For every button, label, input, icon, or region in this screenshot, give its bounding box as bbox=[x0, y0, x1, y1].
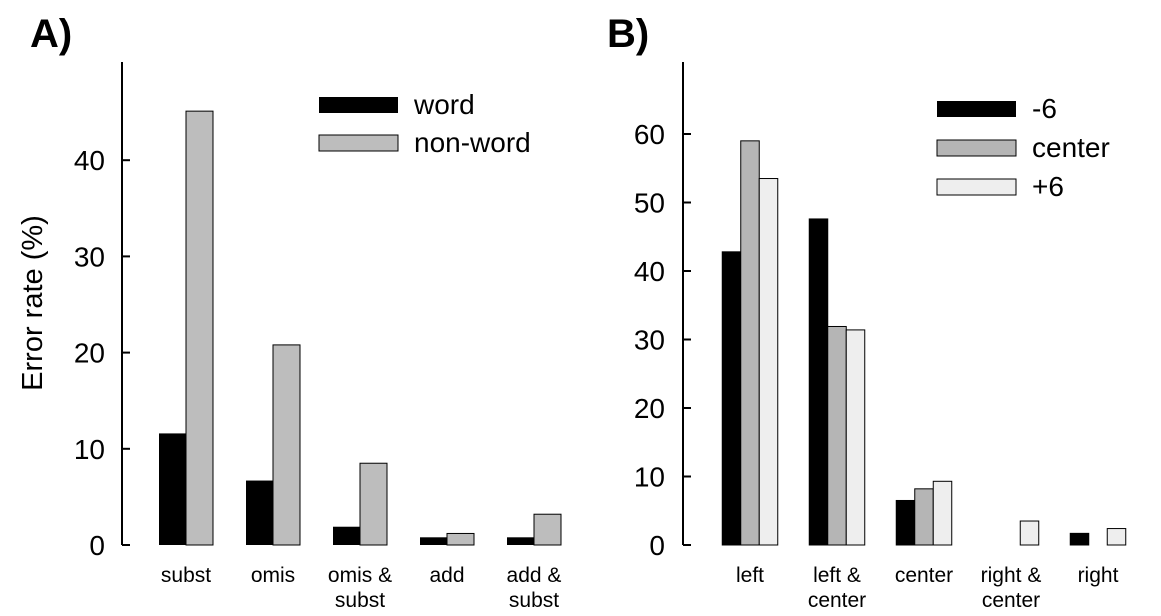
category-label: left bbox=[736, 564, 764, 587]
y-tick-label: 20 bbox=[74, 338, 105, 369]
legend-label: -6 bbox=[1032, 93, 1057, 124]
bar-word-1 bbox=[246, 480, 273, 545]
bar-center-0 bbox=[740, 140, 760, 546]
bar-6-1 bbox=[808, 218, 829, 546]
legend-swatch bbox=[936, 139, 1017, 157]
y-tick-label: 0 bbox=[649, 530, 665, 561]
y-tick-label: 60 bbox=[634, 119, 665, 150]
category-label: add bbox=[429, 564, 464, 587]
y-tick-label: 10 bbox=[74, 434, 105, 465]
bar-6-2 bbox=[895, 499, 916, 546]
bar-center-2 bbox=[914, 488, 934, 546]
legend-label: center bbox=[1032, 132, 1110, 163]
y-tick-label: 30 bbox=[634, 325, 665, 356]
bar-nonword-4 bbox=[533, 513, 562, 546]
panel-label: B) bbox=[607, 12, 649, 56]
legend-label: +6 bbox=[1032, 171, 1064, 202]
bar-6-0 bbox=[721, 251, 742, 546]
category-label: center bbox=[808, 589, 866, 612]
bar-nonword-2 bbox=[359, 462, 388, 546]
legend-swatch bbox=[318, 134, 399, 152]
panel-label: A) bbox=[30, 12, 72, 56]
legend-label: non-word bbox=[414, 127, 531, 158]
category-label: center bbox=[982, 589, 1040, 612]
legend: -6 center +6 bbox=[936, 93, 1110, 202]
y-axis-title: Error rate (%) bbox=[17, 215, 49, 391]
bar-center-1 bbox=[827, 325, 847, 546]
category-label: omis & bbox=[328, 564, 392, 587]
category-label: right & bbox=[981, 564, 1042, 587]
legend: word non-word bbox=[318, 89, 531, 158]
legend-swatch bbox=[319, 97, 398, 113]
bar-nonword-3 bbox=[446, 532, 475, 546]
bar-word-3 bbox=[420, 537, 447, 545]
category-label: center bbox=[895, 564, 953, 587]
y-tick-label: 40 bbox=[634, 256, 665, 287]
legend-label: word bbox=[413, 89, 475, 120]
category-label: add & bbox=[507, 564, 562, 587]
category-label: omis bbox=[251, 564, 295, 587]
bar-6-1 bbox=[845, 329, 866, 546]
legend-swatch bbox=[937, 101, 1016, 117]
bar-6-4 bbox=[1069, 532, 1090, 546]
y-tick-label: 0 bbox=[89, 530, 105, 561]
bar-nonword-0 bbox=[185, 110, 214, 546]
bar-word-4 bbox=[507, 537, 534, 545]
y-tick-label: 40 bbox=[74, 145, 105, 176]
y-tick-label: 50 bbox=[634, 188, 665, 219]
bar-6-2 bbox=[932, 480, 953, 546]
bar-nonword-1 bbox=[272, 344, 301, 546]
bar-6-3 bbox=[1019, 520, 1040, 546]
bar-word-2 bbox=[333, 526, 360, 545]
category-label: subst bbox=[509, 589, 559, 612]
y-tick-label: 20 bbox=[634, 393, 665, 424]
bar-6-4 bbox=[1106, 528, 1127, 546]
category-label: subst bbox=[161, 564, 211, 587]
category-label: subst bbox=[335, 589, 385, 612]
y-tick-label: 30 bbox=[74, 241, 105, 272]
bar-word-0 bbox=[159, 433, 186, 545]
bar-6-0 bbox=[758, 178, 779, 546]
legend-swatch bbox=[936, 178, 1017, 196]
chart-panel-a: A) 0 10 20 30 40 Error rate (%) subst omis omis &… bbox=[17, 12, 562, 612]
category-label: left & bbox=[813, 564, 861, 587]
y-tick-label: 10 bbox=[634, 462, 665, 493]
category-label: right bbox=[1078, 564, 1119, 587]
